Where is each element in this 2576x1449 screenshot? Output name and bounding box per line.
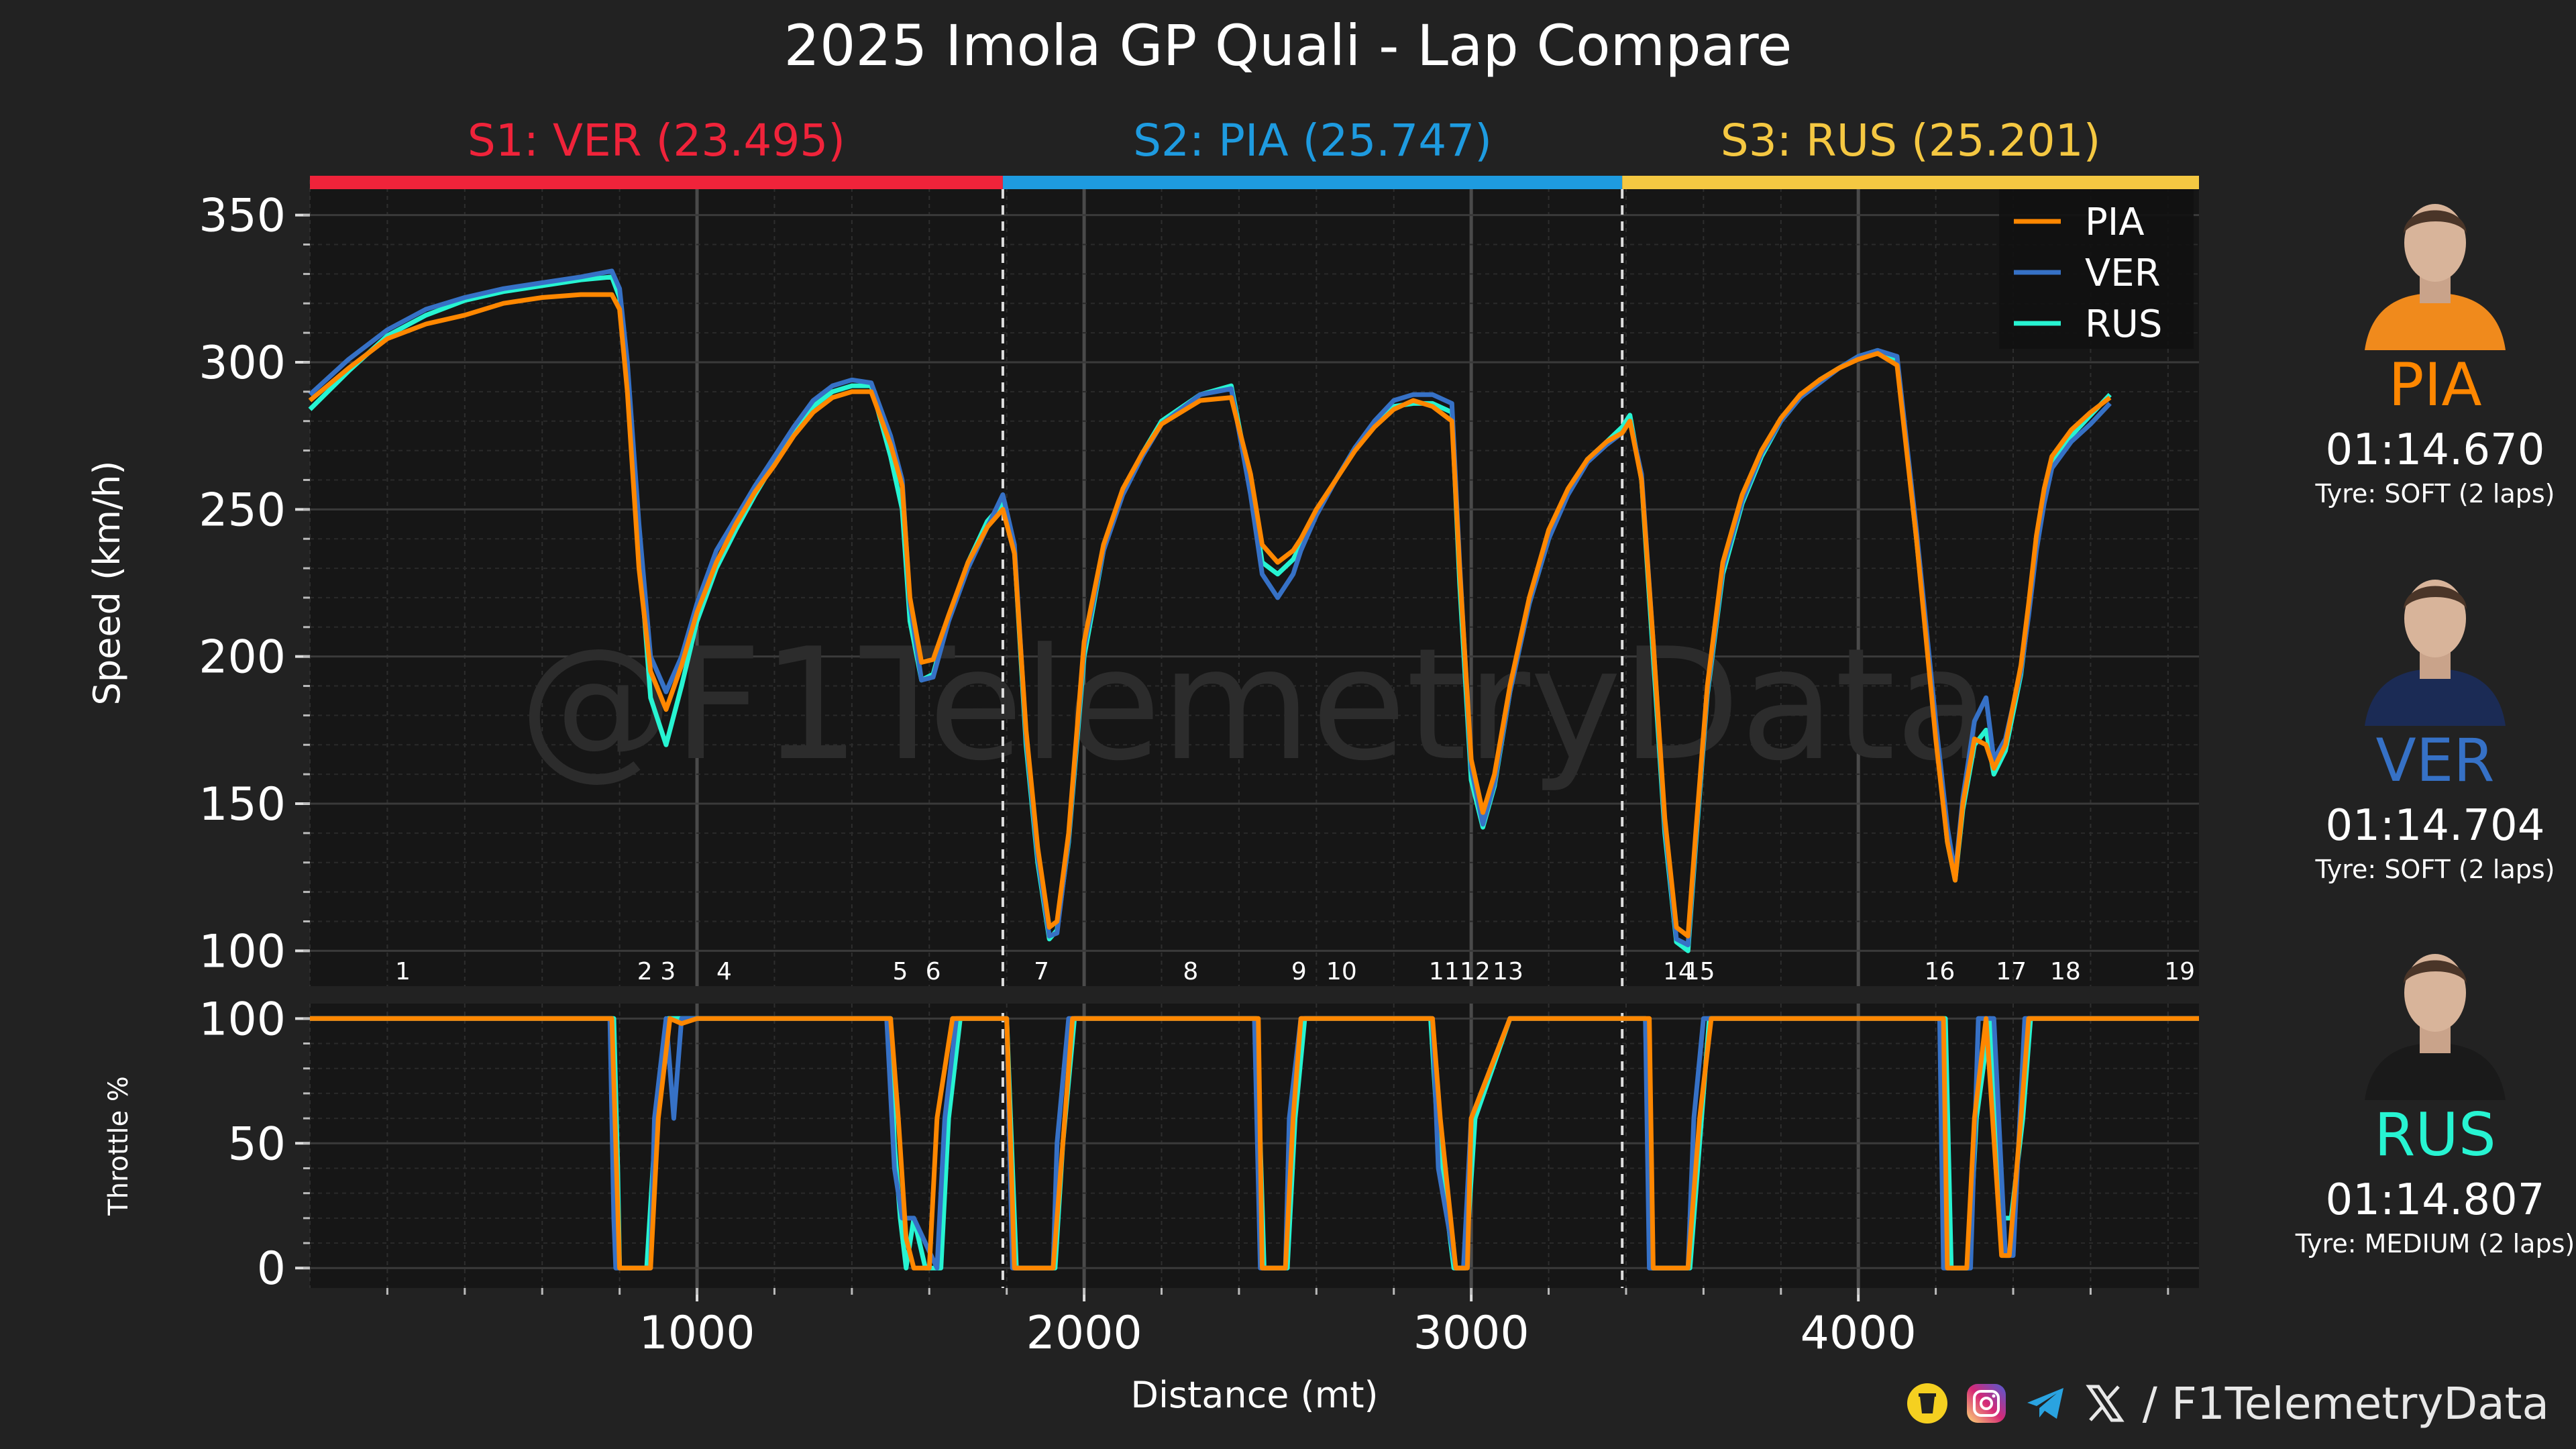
coffee-icon[interactable] xyxy=(1907,1383,1948,1424)
sector-bar xyxy=(310,176,1003,189)
corner-label: 19 xyxy=(2164,958,2195,985)
throttle-line-pia xyxy=(310,1016,2199,1271)
x-axis-label: Distance (mt) xyxy=(1130,1374,1378,1416)
corner-label: 13 xyxy=(1493,958,1523,985)
corner-label: 10 xyxy=(1326,958,1357,985)
speed-y-tick-label: 150 xyxy=(199,778,286,831)
throttle-y-tick-label: 0 xyxy=(257,1242,286,1295)
corner-label: 14 xyxy=(1663,958,1694,985)
corner-label: 4 xyxy=(716,958,732,985)
avatar xyxy=(2358,926,2512,1100)
legend-label-rus: RUS xyxy=(2085,303,2162,346)
corner-label: 17 xyxy=(1996,958,2027,985)
driver-tyre: Tyre: SOFT (2 laps) xyxy=(2315,855,2555,885)
corner-label: 9 xyxy=(1291,958,1307,985)
speed-panel-bg xyxy=(310,180,2199,986)
instagram-icon[interactable] xyxy=(1966,1383,2007,1424)
sector-label: S1: VER (23.495) xyxy=(468,115,845,166)
driver-avatar-icon xyxy=(2365,204,2506,350)
corner-label: 2 xyxy=(637,958,653,985)
x-icon[interactable] xyxy=(2084,1383,2125,1424)
watermark-text: @F1TelemetryData xyxy=(519,616,1990,795)
driver-tyre: Tyre: SOFT (2 laps) xyxy=(2315,479,2555,509)
driver-lap-time: 01:14.704 xyxy=(2325,801,2545,851)
throttle-y-tick-label: 50 xyxy=(227,1118,286,1171)
sector-label: S2: PIA (25.747) xyxy=(1133,115,1492,166)
speed-y-tick-label: 350 xyxy=(199,190,286,243)
corner-label: 12 xyxy=(1460,958,1491,985)
speed-y-tick-label: 300 xyxy=(199,337,286,390)
speed-line-pia xyxy=(308,292,2112,938)
driver-code: RUS xyxy=(2374,1100,2496,1169)
throttle-y-tick-label: 100 xyxy=(199,993,286,1046)
legend-label-pia: PIA xyxy=(2085,201,2145,244)
sector-bar xyxy=(1002,176,1623,189)
telegram-icon[interactable] xyxy=(2025,1383,2066,1424)
speed-y-tick-label: 100 xyxy=(199,925,286,978)
x-tick-label: 3000 xyxy=(1413,1307,1529,1360)
driver-avatar-icon xyxy=(2365,580,2506,726)
avatar xyxy=(2358,176,2512,350)
speed-y-tick-label: 200 xyxy=(199,631,286,684)
driver-code: PIA xyxy=(2388,350,2482,419)
chart-title: 2025 Imola GP Quali - Lap Compare xyxy=(784,13,1792,78)
driver-panel-ver: VER 01:14.704 Tyre: SOFT (2 laps) xyxy=(2294,551,2576,884)
social-footer: / F1TelemetryData xyxy=(1907,1370,2549,1437)
driver-panel-rus: RUS 01:14.807 Tyre: MEDIUM (2 laps) xyxy=(2294,926,2576,1258)
corner-label: 16 xyxy=(1924,958,1955,985)
corner-label: 1 xyxy=(395,958,411,985)
speed-y-axis-label: Speed (km/h) xyxy=(86,461,128,706)
corner-label: 5 xyxy=(893,958,908,985)
driver-lap-time: 01:14.807 xyxy=(2325,1175,2545,1225)
x-tick-label: 2000 xyxy=(1026,1307,1142,1360)
driver-avatar-icon xyxy=(2365,954,2506,1100)
driver-tyre: Tyre: MEDIUM (2 laps) xyxy=(2295,1229,2575,1259)
corner-label: 6 xyxy=(926,958,941,985)
corner-label: 3 xyxy=(660,958,676,985)
x-tick-label: 1000 xyxy=(639,1307,755,1360)
corner-label: 7 xyxy=(1034,958,1049,985)
driver-code: VER xyxy=(2375,726,2495,795)
throttle-y-axis-label: Throttle % xyxy=(103,1076,134,1216)
x-tick-label: 4000 xyxy=(1801,1307,1917,1360)
legend-label-ver: VER xyxy=(2085,252,2161,295)
driver-lap-time: 01:14.670 xyxy=(2325,425,2545,475)
speed-y-tick-label: 250 xyxy=(199,484,286,537)
corner-label: 8 xyxy=(1183,958,1198,985)
corner-label: 15 xyxy=(1684,958,1715,985)
sector-label: S3: RUS (25.201) xyxy=(1721,115,2101,166)
corner-label: 11 xyxy=(1429,958,1460,985)
driver-panel-pia: PIA 01:14.670 Tyre: SOFT (2 laps) xyxy=(2294,176,2576,508)
avatar xyxy=(2358,551,2512,726)
social-handle: / F1TelemetryData xyxy=(2142,1377,2549,1430)
sector-bar xyxy=(1622,176,2199,189)
corner-label: 18 xyxy=(2050,958,2081,985)
